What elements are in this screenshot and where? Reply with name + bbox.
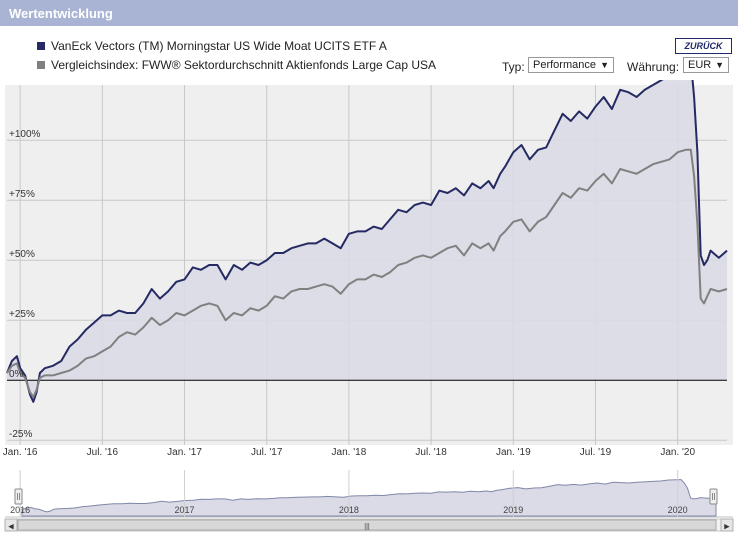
scroll-right-button[interactable] [720, 518, 734, 532]
series-area-fund [7, 80, 727, 402]
chevron-down-icon: ▼ [600, 60, 609, 70]
x-tick-label: Jan. '16 [3, 447, 38, 458]
area-fill-layer [7, 80, 727, 402]
y-tick-label: +75% [9, 189, 35, 200]
navigator-years: 2016 2017 2018 2019 2020 [10, 470, 688, 517]
x-tick-labels: Jan. '16 Jul. '16 Jan. '17 Jul. '17 Jan. '18… [3, 447, 696, 458]
type-label: Typ: [502, 60, 525, 74]
legend-item-benchmark: Vergleichsindex: FWW® Sektordurchschnitt… [37, 58, 436, 72]
x-axis-band [5, 446, 733, 466]
legend-label-benchmark: Vergleichsindex: FWW® Sektordurchschnitt… [51, 58, 437, 72]
navigator-year-label: 2018 [339, 505, 359, 515]
y-tick-label: -25% [9, 429, 32, 440]
section-header: Wertentwicklung [0, 0, 738, 26]
x-tick-label: Jul. '17 [251, 447, 283, 458]
legend-item-fund: VanEck Vectors (TM) Morningstar US Wide … [37, 39, 387, 53]
scroll-left-button[interactable] [4, 518, 18, 532]
navigator-year-label: 2020 [668, 505, 688, 515]
x-tick-label: Jul. '19 [580, 447, 612, 458]
y-tick-label: +25% [9, 309, 35, 320]
legend-swatch-fund [37, 42, 45, 50]
currency-select-value: EUR [688, 59, 712, 71]
currency-label: Währung: [627, 60, 680, 74]
navigator-year-label: 2016 [10, 505, 30, 515]
y-tick-labels: -25% 0% +25% +50% +75% +100% [9, 129, 41, 440]
legend-swatch-benchmark [37, 61, 45, 69]
y-tick-label: +100% [9, 129, 41, 140]
type-select[interactable]: Performance ▼ [528, 57, 614, 73]
legend-label-fund: VanEck Vectors (TM) Morningstar US Wide … [51, 39, 387, 53]
chevron-down-icon: ▼ [715, 60, 724, 70]
x-tick-label: Jan. '18 [332, 447, 367, 458]
arrow-left-icon: ◀ [8, 524, 14, 531]
navigator-year-label: 2017 [175, 505, 195, 515]
x-tick-label: Jul. '16 [87, 447, 119, 458]
y-tick-label: +50% [9, 249, 35, 260]
series-layer [6, 80, 728, 403]
y-tick-label: 0% [9, 369, 24, 380]
performance-chart: -25% 0% +25% +50% +75% +100% Jan. '16 Jul. '16… [3, 80, 734, 532]
x-tick-label: Jan. '17 [167, 447, 202, 458]
arrow-right-icon: ▶ [724, 524, 730, 531]
scrollbar-thumb[interactable] [17, 519, 717, 531]
x-tick-label: Jan. '19 [496, 447, 531, 458]
x-tick-label: Jan. '20 [660, 447, 695, 458]
back-button[interactable]: ZURÜCK [675, 38, 732, 54]
handle-right-box[interactable] [709, 488, 718, 505]
navigator-handle-left[interactable] [14, 488, 23, 505]
x-tick-label: Jul. '18 [415, 447, 447, 458]
section-title: Wertentwicklung [9, 6, 113, 21]
handle-left-box[interactable] [14, 488, 23, 505]
type-select-value: Performance [533, 59, 596, 71]
series-line-fund [6, 80, 728, 403]
navigator-year-label: 2019 [503, 505, 523, 515]
navigator-area [21, 479, 717, 517]
currency-select[interactable]: EUR ▼ [683, 57, 729, 73]
scroll-grip-icon: ||| [364, 524, 370, 531]
navigator-handle-right[interactable] [709, 488, 718, 505]
series-line-benchmark [6, 148, 728, 398]
